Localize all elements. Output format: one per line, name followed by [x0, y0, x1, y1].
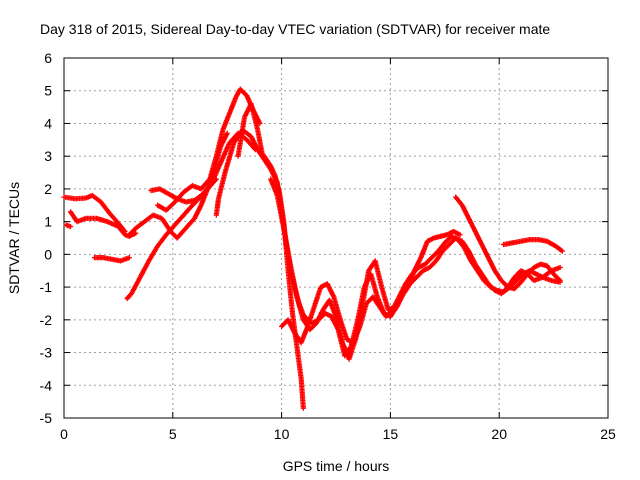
data-point — [133, 230, 139, 236]
data-point — [557, 264, 563, 271]
x-axis-label: GPS time / hours — [283, 458, 390, 474]
series-track-4 — [91, 255, 132, 264]
y-tick-label: 5 — [44, 83, 52, 99]
y-tick-label: -4 — [40, 377, 53, 393]
series-track-12 — [279, 233, 563, 346]
data-point — [457, 232, 463, 238]
x-tick-label: 0 — [60, 426, 68, 442]
y-tick-label: 2 — [44, 181, 52, 197]
grid — [64, 58, 608, 418]
series-track-14 — [500, 237, 565, 254]
series-track-5 — [124, 176, 219, 302]
y-tick-label: -5 — [40, 410, 53, 426]
x-tick-label: 5 — [169, 426, 177, 442]
x-tick-label: 15 — [383, 426, 399, 442]
data-points — [61, 86, 565, 411]
y-tick-label: -2 — [40, 312, 53, 328]
data-point — [224, 130, 230, 136]
x-tick-label: 10 — [274, 426, 290, 442]
data-point — [126, 255, 132, 261]
chart-title: Day 318 of 2015, Sidereal Day-to-day VTE… — [40, 21, 550, 37]
data-point — [559, 248, 565, 254]
axis-ticks: 0 5 10 15 20 25 -5 -4 -3 -2 -1 0 1 2 3 4 5 6 — [40, 50, 616, 442]
plot-frame — [63, 57, 609, 419]
data-point — [67, 223, 74, 230]
y-tick-label: 0 — [44, 246, 52, 262]
series-track-2 — [63, 222, 74, 230]
x-tick-label: 20 — [491, 426, 507, 442]
y-tick-label: 3 — [44, 148, 52, 164]
y-tick-label: -3 — [40, 345, 53, 361]
y-tick-label: 4 — [44, 115, 52, 131]
data-point — [300, 405, 306, 411]
y-axis-label: SDTVAR / TECUs — [6, 182, 22, 294]
y-tick-label: 6 — [44, 50, 52, 66]
series-track-13 — [453, 194, 563, 292]
x-tick-label: 25 — [600, 426, 616, 442]
y-tick-label: 1 — [44, 214, 52, 230]
data-point — [557, 277, 563, 284]
series-track-10 — [235, 101, 306, 411]
y-tick-label: -1 — [40, 279, 53, 295]
